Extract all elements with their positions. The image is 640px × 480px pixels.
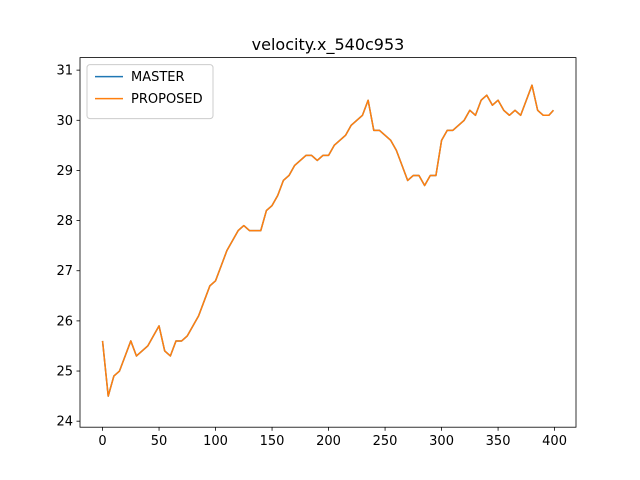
y-tick-label: 27: [56, 264, 73, 279]
y-tick-label: 29: [56, 164, 73, 179]
line-series: [101, 84, 555, 397]
y-tick-label: 28: [56, 214, 73, 229]
x-tick-label: 150: [260, 434, 285, 449]
legend-label: PROPOSED: [131, 92, 203, 107]
line-series: [101, 84, 555, 397]
x-tick-label: 400: [542, 434, 567, 449]
x-tick-label: 50: [151, 434, 168, 449]
x-tick-label: 250: [373, 434, 398, 449]
x-tick-label: 0: [98, 434, 106, 449]
y-tick-label: 31: [56, 64, 73, 79]
legend-label: MASTER: [131, 70, 185, 85]
y-tick-label: 30: [56, 114, 73, 129]
plot-frame: [79, 57, 577, 428]
x-tick-label: 200: [316, 434, 341, 449]
legend-box: [86, 64, 214, 120]
x-tick-label: 350: [486, 434, 511, 449]
chart-title: velocity.x_540c953: [252, 35, 405, 55]
x-tick-label: 300: [429, 434, 454, 449]
x-tick-label: 100: [203, 434, 228, 449]
y-tick-label: 25: [56, 365, 73, 380]
y-tick-label: 26: [56, 314, 73, 329]
y-tick-label: 24: [56, 415, 73, 430]
